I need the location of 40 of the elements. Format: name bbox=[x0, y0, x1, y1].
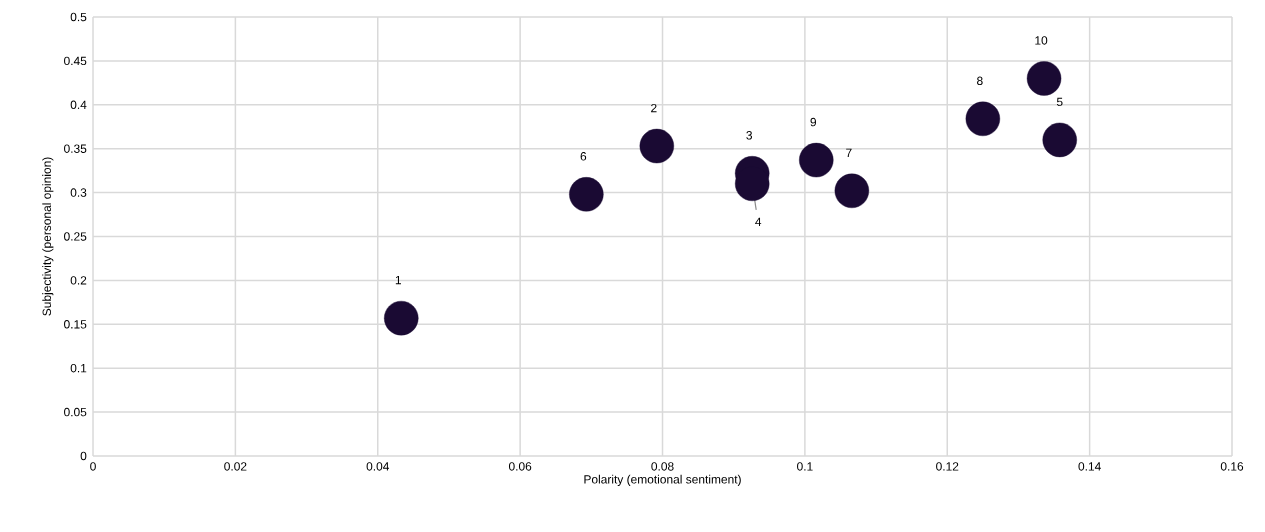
x-tick-label: 0.16 bbox=[1220, 462, 1244, 471]
text: 6 bbox=[580, 152, 587, 161]
y-tick-label: 0.35 bbox=[64, 144, 87, 153]
x-tick-label: 0.12 bbox=[936, 462, 959, 471]
text: 5 bbox=[1056, 97, 1063, 107]
y-tick-label: 0.4 bbox=[70, 100, 87, 110]
x-tick-label: 0.1 bbox=[797, 462, 813, 471]
x-tick-label: 0.04 bbox=[366, 462, 390, 471]
y-tick-label: 0.45 bbox=[64, 56, 87, 66]
x-tick-label: 0.14 bbox=[1078, 462, 1101, 471]
text: 8 bbox=[977, 76, 983, 86]
y-tick-label: 0.3 bbox=[70, 188, 87, 197]
point bbox=[639, 128, 675, 164]
point bbox=[1026, 61, 1062, 96]
point bbox=[799, 142, 834, 178]
x-tick-label: 0.08 bbox=[651, 462, 674, 471]
text: 7 bbox=[846, 148, 852, 157]
text: 10 bbox=[1035, 36, 1048, 45]
y-tick-label: 0.25 bbox=[64, 232, 87, 241]
y-tick-label: 0.5 bbox=[70, 12, 87, 22]
text: 3 bbox=[746, 131, 752, 140]
x-tick-label: 0.06 bbox=[508, 462, 532, 471]
y-tick-label: 0.2 bbox=[70, 276, 87, 285]
text: 9 bbox=[810, 117, 817, 127]
point bbox=[965, 101, 1001, 137]
y-tick-label: 0 bbox=[80, 451, 87, 461]
y-tick-label: 0.05 bbox=[64, 407, 87, 417]
x-tick-label: 0.02 bbox=[224, 462, 247, 471]
point bbox=[834, 173, 870, 209]
x-tick-label: 0 bbox=[90, 462, 96, 471]
y-axis-title: Subjectivity (personal opinion) bbox=[42, 157, 54, 316]
point bbox=[569, 177, 604, 212]
y-tick-label: 0.15 bbox=[64, 320, 87, 329]
text: 2 bbox=[651, 103, 657, 113]
text: 1 bbox=[395, 276, 401, 285]
text: 4 bbox=[755, 217, 762, 226]
point bbox=[384, 300, 419, 336]
x-axis-title: Polarity (emotional sentiment) bbox=[584, 474, 741, 486]
y-tick-label: 0.1 bbox=[70, 363, 87, 373]
point bbox=[1042, 122, 1077, 158]
